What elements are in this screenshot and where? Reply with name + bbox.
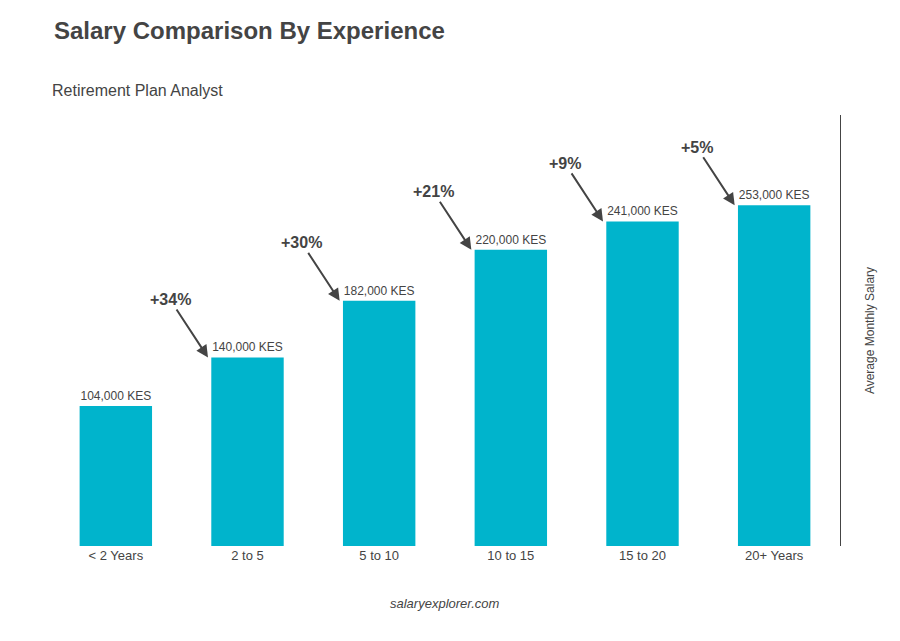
svg-text:253,000 KES: 253,000 KES — [739, 188, 810, 202]
svg-text:Retirement Plan Analyst: Retirement Plan Analyst — [52, 82, 223, 99]
svg-text:salaryexplorer.com: salaryexplorer.com — [390, 596, 500, 611]
svg-text:15 to 20: 15 to 20 — [619, 548, 666, 563]
svg-text:2 to 5: 2 to 5 — [231, 548, 264, 563]
svg-text:+30%: +30% — [281, 234, 322, 251]
svg-text:10 to 15: 10 to 15 — [487, 548, 534, 563]
svg-text:140,000 KES: 140,000 KES — [212, 340, 283, 354]
svg-text:20+ Years: 20+ Years — [745, 548, 804, 563]
svg-text:< 2 Years: < 2 Years — [89, 548, 144, 563]
svg-text:+5%: +5% — [681, 139, 713, 156]
svg-text:+9%: +9% — [549, 155, 581, 172]
svg-text:5 to 10: 5 to 10 — [359, 548, 399, 563]
svg-text:Average Monthly Salary: Average Monthly Salary — [863, 267, 877, 394]
svg-text:241,000 KES: 241,000 KES — [607, 204, 678, 218]
svg-text:+21%: +21% — [413, 183, 454, 200]
svg-text:+34%: +34% — [150, 291, 191, 308]
svg-text:104,000 KES: 104,000 KES — [80, 389, 151, 403]
svg-text:Salary Comparison By Experienc: Salary Comparison By Experience — [54, 17, 445, 44]
svg-text:182,000 KES: 182,000 KES — [344, 284, 415, 298]
svg-text:220,000 KES: 220,000 KES — [475, 233, 546, 247]
